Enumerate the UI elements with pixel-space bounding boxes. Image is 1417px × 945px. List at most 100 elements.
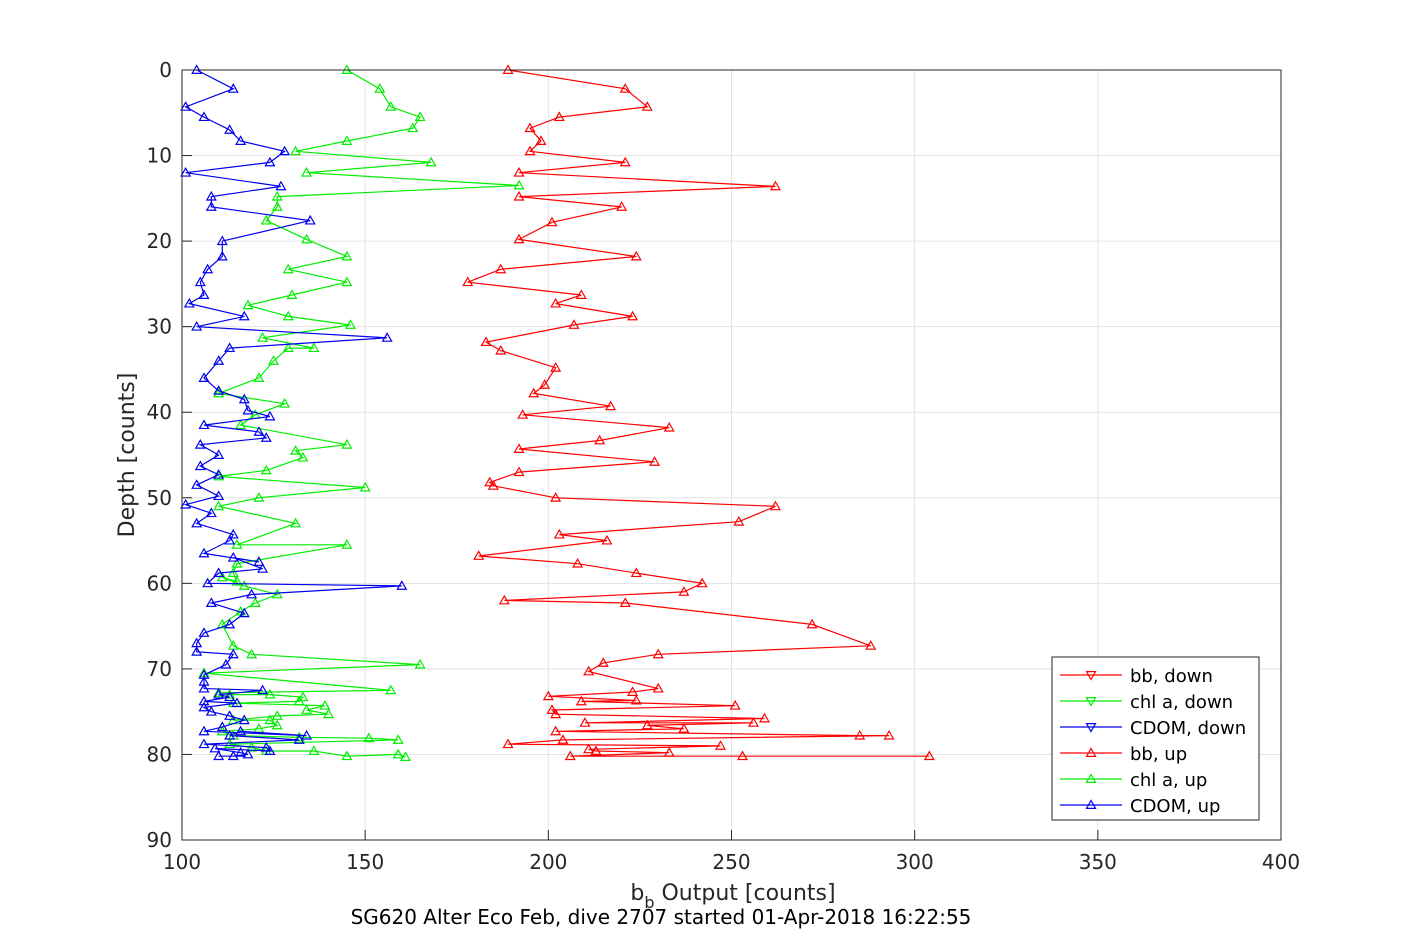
- y-tick-label: 90: [147, 828, 172, 852]
- data-point: [502, 738, 514, 749]
- data-point: [198, 669, 210, 679]
- legend-item: bb, up: [1060, 744, 1187, 765]
- data-point: [271, 190, 283, 201]
- data-point: [282, 342, 294, 353]
- data-point: [216, 721, 228, 732]
- data-point: [180, 166, 192, 177]
- data-point: [194, 460, 206, 471]
- data-point: [253, 556, 265, 566]
- data-point: [341, 250, 353, 261]
- data-point: [297, 691, 309, 702]
- data-point: [198, 725, 210, 736]
- data-point: [546, 704, 558, 714]
- data-point: [260, 214, 272, 225]
- data-point: [282, 310, 294, 321]
- data-point: [758, 712, 771, 723]
- y-tick-label: 30: [147, 315, 172, 339]
- data-point: [235, 725, 247, 736]
- data-point: [619, 83, 631, 93]
- data-point: [260, 432, 272, 442]
- data-point: [253, 492, 265, 502]
- data-point: [425, 156, 437, 167]
- data-point: [180, 498, 192, 509]
- data-point: [198, 701, 210, 712]
- legend-item: chl a, up: [1060, 770, 1207, 791]
- series-cdom-up: [180, 64, 408, 761]
- y-tick-label: 0: [159, 58, 172, 82]
- series-line: [467, 69, 930, 757]
- data-point: [198, 111, 210, 122]
- data-point: [209, 742, 221, 753]
- data-point: [769, 500, 781, 511]
- y-tick-label: 20: [147, 229, 172, 253]
- data-point: [264, 410, 276, 421]
- data-point: [271, 201, 283, 211]
- data-point: [583, 665, 595, 676]
- data-point: [663, 747, 675, 757]
- data-point: [224, 124, 236, 134]
- y-tick-label: 60: [147, 571, 172, 595]
- data-point: [180, 101, 192, 111]
- data-point: [202, 263, 214, 274]
- legend-marker: [1085, 723, 1097, 733]
- data-point: [271, 719, 283, 730]
- data-point: [502, 64, 514, 74]
- data-point: [227, 567, 239, 578]
- data-point: [392, 748, 404, 759]
- data-point: [550, 492, 562, 502]
- data-point: [564, 750, 576, 761]
- data-point: [341, 276, 353, 287]
- legend-marker: [1085, 773, 1097, 783]
- data-point: [271, 588, 283, 599]
- data-point: [513, 233, 525, 244]
- data-point: [227, 528, 239, 539]
- data-point: [344, 319, 357, 329]
- data-point: [619, 597, 631, 607]
- data-point: [865, 640, 877, 650]
- legend-label: CDOM, up: [1130, 796, 1220, 817]
- legend-label: chl a, up: [1130, 770, 1207, 791]
- data-point: [213, 468, 225, 479]
- data-point: [224, 691, 236, 702]
- data-point: [301, 166, 313, 177]
- data-point: [575, 289, 587, 299]
- data-point: [652, 682, 664, 693]
- data-point: [227, 648, 239, 659]
- data-point: [213, 385, 225, 395]
- series-bb-up: [462, 64, 935, 761]
- data-point: [260, 464, 272, 475]
- x-axis-label-main: b: [630, 881, 644, 906]
- legend-item: CDOM, up: [1060, 796, 1220, 817]
- data-point: [396, 580, 408, 590]
- data-point: [308, 342, 320, 353]
- data-point: [513, 179, 525, 190]
- data-point: [271, 710, 283, 720]
- data-point: [194, 439, 206, 449]
- legend-label: bb, up: [1130, 744, 1187, 765]
- data-point: [216, 250, 228, 261]
- data-point: [191, 320, 203, 331]
- data-point: [341, 539, 353, 549]
- data-point: [575, 695, 587, 706]
- data-point: [630, 567, 642, 578]
- data-point: [198, 695, 210, 706]
- data-point: [238, 393, 250, 404]
- data-point: [282, 263, 294, 274]
- data-point: [268, 355, 280, 365]
- x-axis-label: bb Output [counts]: [630, 881, 835, 912]
- data-point: [183, 297, 195, 308]
- data-point: [308, 745, 320, 755]
- data-point: [231, 575, 243, 586]
- data-point: [279, 145, 291, 156]
- series-layer: [180, 64, 935, 761]
- data-point: [301, 233, 313, 244]
- data-point: [202, 577, 214, 588]
- data-point: [205, 507, 217, 518]
- data-point: [627, 310, 639, 321]
- data-point: [198, 676, 210, 686]
- data-point: [198, 419, 210, 430]
- data-point: [279, 397, 291, 408]
- data-point: [235, 419, 247, 430]
- x-tick-label: 200: [529, 850, 567, 874]
- data-point: [462, 276, 474, 287]
